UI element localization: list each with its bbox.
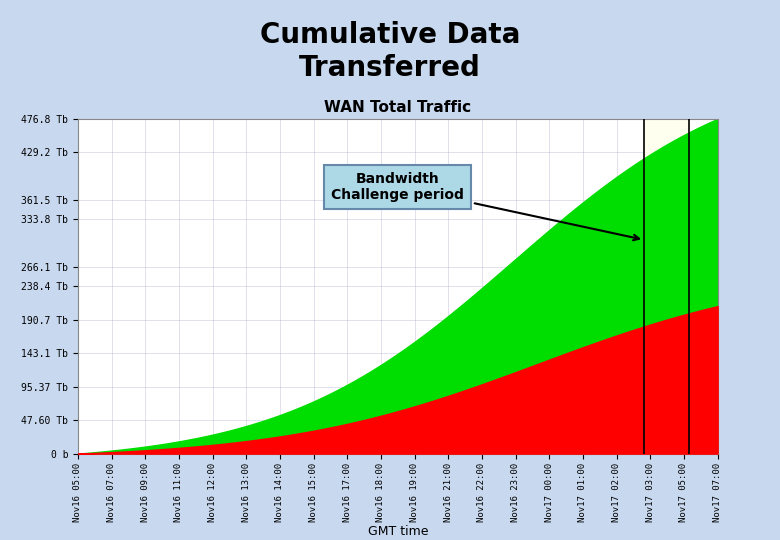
Text: Cumulative Data
Transferred: Cumulative Data Transferred: [260, 21, 520, 82]
X-axis label: GMT time: GMT time: [367, 525, 428, 538]
Title: WAN Total Traffic: WAN Total Traffic: [324, 100, 471, 115]
Bar: [644, 119, 689, 454]
Text: Bandwidth
Challenge period: Bandwidth Challenge period: [332, 172, 639, 240]
